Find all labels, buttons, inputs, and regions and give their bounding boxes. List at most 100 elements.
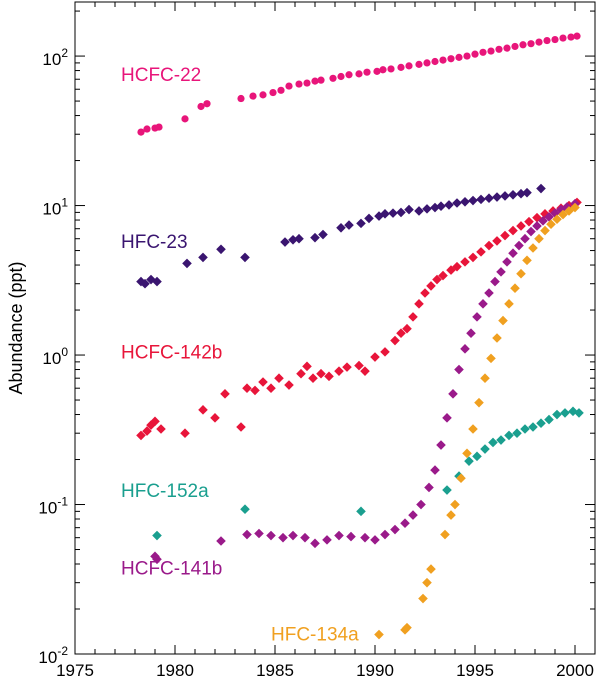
data-point <box>303 79 311 87</box>
data-point <box>390 335 400 346</box>
data-point <box>550 208 560 218</box>
data-point <box>524 216 534 227</box>
data-point <box>439 56 447 64</box>
data-point <box>452 198 462 208</box>
series-label: HCFC-22 <box>121 65 201 86</box>
data-point <box>532 221 542 231</box>
data-point <box>418 593 428 604</box>
data-point <box>329 74 337 82</box>
data-point <box>269 88 277 97</box>
data-point <box>240 252 250 263</box>
data-point <box>468 195 478 206</box>
data-series <box>136 32 584 640</box>
data-point <box>520 424 530 434</box>
data-point <box>402 323 412 334</box>
data-point <box>408 312 418 322</box>
data-point <box>155 123 163 131</box>
data-point <box>364 213 374 224</box>
data-point <box>294 233 304 244</box>
x-tick-label: 1975 <box>56 661 94 680</box>
data-point <box>396 207 406 218</box>
x-tick-label: 1985 <box>256 661 294 680</box>
data-point <box>203 100 211 108</box>
data-point <box>342 362 352 372</box>
data-point <box>426 281 436 291</box>
data-point <box>316 368 326 379</box>
data-point <box>460 196 470 207</box>
data-point <box>137 128 145 136</box>
data-point <box>220 389 230 399</box>
data-point <box>468 252 478 263</box>
series-label: HFC-152a <box>121 481 209 502</box>
data-point <box>322 535 332 545</box>
data-point <box>552 214 562 225</box>
series-hfc-152a <box>152 406 584 541</box>
data-point <box>198 405 208 415</box>
data-point <box>442 413 452 423</box>
data-point <box>430 465 440 475</box>
data-point <box>552 409 562 420</box>
data-point <box>355 70 363 78</box>
data-point <box>478 299 488 309</box>
data-point <box>510 283 520 293</box>
data-point <box>492 236 502 246</box>
data-point <box>302 361 312 372</box>
data-point <box>516 188 526 199</box>
data-point <box>354 360 364 371</box>
data-point <box>480 373 490 383</box>
data-point <box>546 219 556 230</box>
data-point <box>280 237 290 247</box>
y-tick-label: 10-2 <box>38 644 68 667</box>
data-point <box>198 252 208 263</box>
data-point <box>488 437 498 448</box>
data-point <box>216 536 226 546</box>
data-point <box>508 225 518 236</box>
data-point <box>462 448 472 459</box>
y-tick-label: 101 <box>42 196 68 219</box>
data-point <box>370 535 380 545</box>
data-point <box>487 47 495 55</box>
data-point <box>414 206 424 216</box>
data-point <box>504 430 514 441</box>
data-point <box>356 218 366 229</box>
data-point <box>334 530 344 541</box>
data-point <box>516 221 526 231</box>
data-point <box>528 422 538 432</box>
data-point <box>415 60 423 68</box>
data-point <box>522 255 532 266</box>
data-point <box>436 440 446 450</box>
data-point <box>492 333 502 343</box>
data-point <box>422 577 432 588</box>
data-point <box>508 248 518 259</box>
data-point <box>460 344 470 354</box>
data-point <box>448 389 458 399</box>
data-point <box>567 33 575 41</box>
data-point <box>556 204 566 215</box>
data-point <box>360 532 370 543</box>
data-point <box>471 50 479 58</box>
y-tick-label: 100 <box>42 345 68 368</box>
data-point <box>143 125 151 133</box>
data-point <box>142 426 152 436</box>
data-point <box>197 102 205 111</box>
data-point <box>527 40 535 48</box>
data-point <box>496 435 506 445</box>
data-point <box>249 92 257 100</box>
data-point <box>492 192 502 202</box>
data-point <box>356 506 366 517</box>
data-point <box>511 42 519 51</box>
data-point <box>447 55 455 63</box>
data-point <box>503 44 511 52</box>
data-point <box>450 499 460 510</box>
data-point <box>452 261 462 272</box>
data-point <box>540 225 550 236</box>
data-point <box>460 257 470 267</box>
x-tick-label: 1995 <box>456 661 494 680</box>
x-tick-labels: 1975 1980 1985 1990 1995 2000 <box>56 661 594 680</box>
data-point <box>408 510 418 520</box>
data-point <box>484 288 494 298</box>
data-point <box>536 183 546 194</box>
data-point <box>508 190 518 200</box>
data-point <box>388 208 398 218</box>
data-point <box>181 115 189 123</box>
